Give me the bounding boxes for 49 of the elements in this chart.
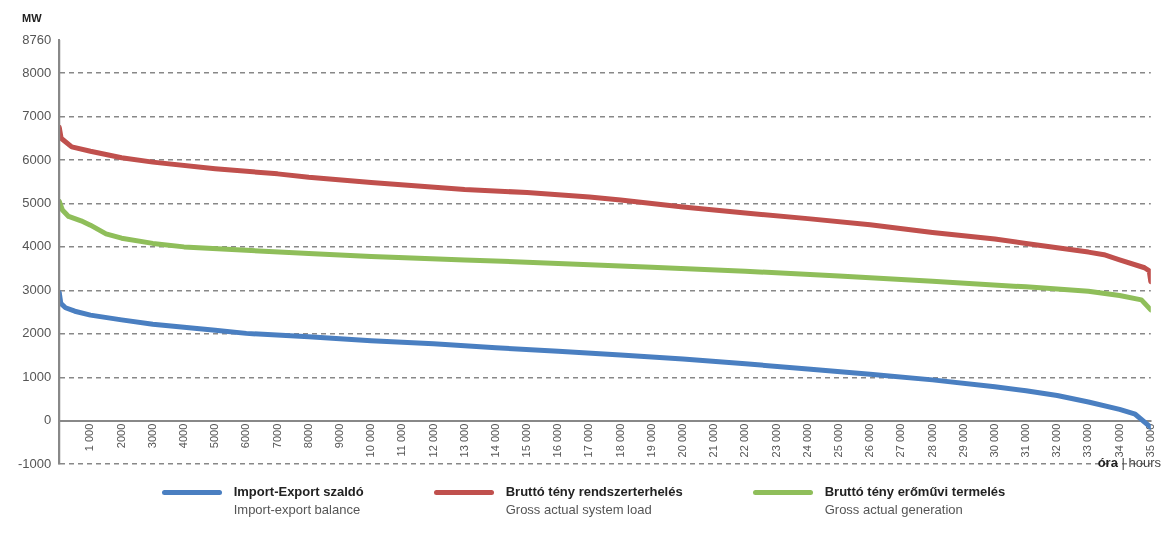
x-tick-label: 9000 xyxy=(332,423,345,449)
x-tick-label: 29 000 xyxy=(956,423,969,458)
x-tick-label: 31 000 xyxy=(1019,423,1032,458)
y-tick-label: 8760 xyxy=(22,31,52,47)
y-tick-label: 0 xyxy=(44,412,52,428)
y-tick-label: 7000 xyxy=(22,108,52,124)
y-tick-label: 5000 xyxy=(22,195,52,210)
x-tick-label: 3000 xyxy=(145,423,158,449)
x-tick-label: 32 000 xyxy=(1050,423,1063,458)
x-tick-label: 21 000 xyxy=(707,423,720,458)
x-tick-label: 7000 xyxy=(270,423,283,449)
y-tick-label: -1000 xyxy=(18,455,52,471)
legend-label: Bruttó tény erőművi termelés Gross actual generation xyxy=(824,484,1006,517)
x-tick-label: 28 000 xyxy=(925,423,938,458)
x-tick-label: 12 000 xyxy=(426,423,439,458)
x-tick-label: 27 000 xyxy=(894,423,907,458)
x-tick-label: 17 000 xyxy=(582,423,595,458)
y-axis-title: MW xyxy=(22,12,42,24)
y-tick-label: 1000 xyxy=(22,368,52,384)
x-tick-label: 18 000 xyxy=(613,423,626,458)
x-tick-label: 15 000 xyxy=(520,423,533,458)
x-tick-label: 34 000 xyxy=(1112,423,1125,458)
x-tick-label: 23 000 xyxy=(769,423,782,458)
legend-label: Bruttó tény rendszerterhelés Gross actual system load xyxy=(505,484,683,517)
x-tick-label: 5000 xyxy=(208,423,221,449)
y-tick-label: 4000 xyxy=(22,238,52,254)
x-tick-label: 25 000 xyxy=(831,423,844,458)
x-tick-label: 10 000 xyxy=(364,423,377,458)
legend-label: Import-Export szaldó Import-export balance xyxy=(233,484,364,517)
x-tick-label: 33 000 xyxy=(1081,423,1094,458)
x-tick-label: 2000 xyxy=(114,423,127,449)
x-tick-label: 16 000 xyxy=(551,423,564,458)
y-tick-label: 3000 xyxy=(22,281,52,297)
x-tick-label: 19 000 xyxy=(644,423,657,458)
x-tick-label: 20 000 xyxy=(676,423,689,458)
y-tick-label: 8000 xyxy=(22,64,52,80)
x-tick-label: 6000 xyxy=(239,423,252,449)
x-tick-label: 30 000 xyxy=(987,423,1000,458)
y-tick-label: 2000 xyxy=(22,325,52,341)
x-tick-label: 1 000 xyxy=(83,423,96,452)
x-tick-label: 14 000 xyxy=(488,423,501,458)
x-tick-label: 26 000 xyxy=(863,423,876,458)
y-tick-label: 6000 xyxy=(22,151,52,167)
x-tick-label: 22 000 xyxy=(738,423,751,458)
x-tick-label: 4000 xyxy=(177,423,190,449)
x-tick-label: 11 000 xyxy=(395,423,408,457)
x-tick-label: 8000 xyxy=(301,423,314,449)
x-tick-label: 13 000 xyxy=(457,423,470,458)
x-tick-label: 24 000 xyxy=(800,423,813,458)
